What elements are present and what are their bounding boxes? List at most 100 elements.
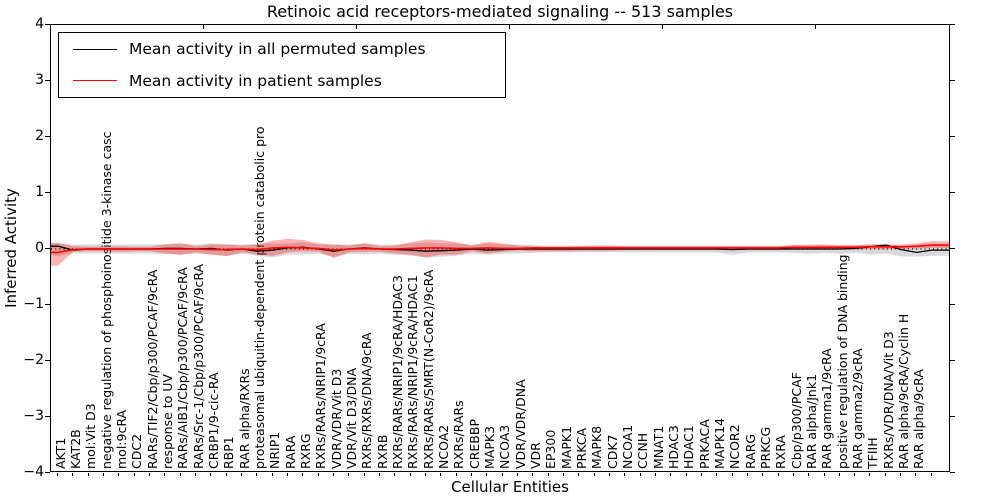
x-tick — [884, 473, 886, 476]
x-tick — [593, 473, 595, 476]
x-tick — [838, 473, 840, 476]
x-tick — [762, 473, 764, 476]
x-tick — [900, 473, 902, 476]
x-tick — [547, 473, 549, 476]
x-tick — [731, 473, 733, 476]
x-tick — [87, 473, 89, 476]
x-tick — [164, 473, 166, 476]
y-tick-label: 4 — [35, 16, 44, 32]
x-tick — [148, 473, 150, 476]
y-tick-right — [950, 415, 955, 417]
x-tick — [624, 473, 626, 476]
x-tick — [225, 473, 227, 476]
y-tick — [45, 471, 50, 473]
x-tick — [792, 473, 794, 476]
x-tick — [501, 473, 503, 476]
y-tick-label: −3 — [23, 408, 44, 424]
y-tick-right — [950, 303, 955, 305]
y-tick-label: 0 — [35, 240, 44, 256]
x-tick — [256, 473, 258, 476]
x-tick — [179, 473, 181, 476]
y-tick — [45, 415, 50, 417]
y-tick-label: 2 — [35, 128, 44, 144]
x-tick — [746, 473, 748, 476]
x-tick — [302, 473, 304, 476]
x-tick — [470, 473, 472, 476]
chart-title: Retinoic acid receptors-mediated signali… — [266, 2, 734, 21]
top-tick — [356, 25, 357, 29]
x-tick — [639, 473, 641, 476]
x-tick — [332, 473, 334, 476]
y-tick-label: −2 — [23, 352, 44, 368]
x-tick — [654, 473, 656, 476]
x-tick — [716, 473, 718, 476]
x-tick — [915, 473, 917, 476]
y-tick-right — [950, 23, 955, 25]
x-tick — [516, 473, 518, 476]
x-tick — [455, 473, 457, 476]
y-tick — [45, 303, 50, 305]
y-tick — [45, 247, 50, 249]
x-tick — [440, 473, 442, 476]
x-tick — [133, 473, 135, 476]
legend-item-patient: Mean activity in patient samples — [59, 66, 505, 96]
legend-item-permuted: Mean activity in all permuted samples — [59, 34, 505, 64]
top-tick — [509, 25, 510, 29]
top-tick — [203, 25, 204, 29]
x-tick — [930, 473, 932, 476]
chart-canvas — [51, 238, 949, 266]
permuted-line-swatch — [73, 48, 117, 50]
x-tick — [808, 473, 810, 476]
y-tick — [45, 135, 50, 137]
x-tick — [194, 473, 196, 476]
y-tick-right — [950, 79, 955, 81]
x-tick — [378, 473, 380, 476]
x-tick — [409, 473, 411, 476]
top-tick — [662, 25, 663, 29]
x-tick — [102, 473, 104, 476]
legend-label-permuted: Mean activity in all permuted samples — [129, 40, 426, 59]
x-tick — [685, 473, 687, 476]
y-tick-right — [950, 135, 955, 137]
x-tick — [869, 473, 871, 476]
top-tick — [815, 25, 816, 29]
x-tick — [670, 473, 672, 476]
x-tick — [486, 473, 488, 476]
x-tick — [854, 473, 856, 476]
patient-line-swatch — [73, 80, 117, 82]
y-tick — [45, 359, 50, 361]
x-tick — [777, 473, 779, 476]
x-tick — [700, 473, 702, 476]
y-tick — [45, 191, 50, 193]
patient-band-area — [51, 238, 949, 266]
y-tick — [45, 79, 50, 81]
y-tick-right — [950, 471, 955, 473]
x-tick — [823, 473, 825, 476]
x-tick — [72, 473, 74, 476]
x-tick — [286, 473, 288, 476]
y-tick-right — [950, 359, 955, 361]
x-tick — [532, 473, 534, 476]
x-tick — [57, 473, 58, 476]
x-axis-label: Cellular Entities — [451, 478, 569, 496]
patient-mean-line — [51, 244, 949, 254]
y-tick-right — [950, 247, 955, 249]
x-tick — [424, 473, 426, 476]
x-tick — [240, 473, 242, 476]
y-tick-label: −4 — [23, 464, 44, 480]
y-tick — [45, 23, 50, 25]
x-tick — [118, 473, 120, 476]
x-tick — [271, 473, 273, 476]
x-tick — [578, 473, 580, 476]
legend: Mean activity in all permuted samples Me… — [58, 32, 506, 98]
y-tick-label: −1 — [23, 296, 44, 312]
x-tick — [608, 473, 610, 476]
y-tick-right — [950, 191, 955, 193]
x-tick — [363, 473, 365, 476]
x-tick — [562, 473, 564, 476]
x-tick — [394, 473, 396, 476]
y-tick-label: 1 — [35, 184, 44, 200]
x-tick — [317, 473, 319, 476]
legend-label-patient: Mean activity in patient samples — [129, 71, 382, 90]
